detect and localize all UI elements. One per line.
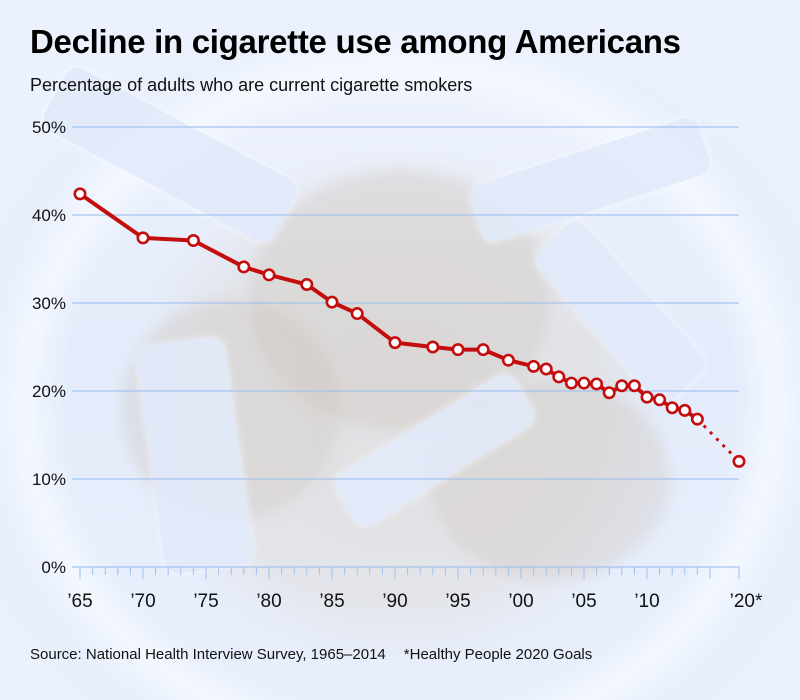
x-tick-label: ’70 <box>130 591 155 612</box>
x-tick-label: ’75 <box>193 591 218 612</box>
data-point-1995 <box>451 343 465 357</box>
x-tick-label: ’80 <box>256 591 281 612</box>
x-tick-label: ’10 <box>634 591 659 612</box>
chart-subtitle: Percentage of adults who are current cig… <box>30 75 473 95</box>
y-tick-label: 20% <box>32 382 66 401</box>
data-point-2010 <box>640 390 654 404</box>
data-point-1980 <box>262 268 276 282</box>
gridlines <box>72 126 739 568</box>
y-tick-label: 50% <box>32 118 66 137</box>
x-axis <box>79 567 740 579</box>
y-tick-label: 30% <box>32 294 66 313</box>
data-point-2013 <box>678 403 692 417</box>
data-point-2012 <box>665 401 679 415</box>
goal-projection-line <box>696 418 741 463</box>
data-point-2014 <box>690 412 704 426</box>
data-point-1974 <box>186 234 200 248</box>
data-point-2003 <box>552 370 566 384</box>
data-point-2007 <box>602 386 616 400</box>
data-point-1985 <box>325 295 339 309</box>
x-tick-label: ’65 <box>67 591 92 612</box>
data-point-2011 <box>653 393 667 407</box>
x-tick-label: ’20* <box>730 591 763 612</box>
y-tick-label: 10% <box>32 470 66 489</box>
chart-title: Decline in cigarette use among Americans <box>30 23 681 60</box>
smoking-rate-line <box>78 192 699 421</box>
x-tick-label: ’90 <box>382 591 407 612</box>
x-tick-label: ’00 <box>508 591 533 612</box>
data-point-2005 <box>577 376 591 390</box>
series-lines <box>78 192 741 463</box>
data-point-1990 <box>388 336 402 350</box>
data-point-1965 <box>73 187 87 201</box>
y-axis-labels: 0% 10% 20% 30% 40% 50% <box>32 118 66 577</box>
data-point-1978 <box>237 260 251 274</box>
goal-point-2020 <box>732 454 746 468</box>
data-point-1987 <box>350 307 364 321</box>
y-tick-label: 0% <box>41 558 66 577</box>
source-note: Source: National Health Interview Survey… <box>30 646 386 663</box>
data-point-1997 <box>476 343 490 357</box>
data-point-2006 <box>590 377 604 391</box>
data-point-1983 <box>300 278 314 292</box>
data-point-1993 <box>426 340 440 354</box>
data-markers <box>73 187 746 468</box>
data-point-2009 <box>627 379 641 393</box>
x-tick-label: ’85 <box>319 591 344 612</box>
data-point-2008 <box>615 379 629 393</box>
data-point-1999 <box>501 353 515 367</box>
goal-footnote: *Healthy People 2020 Goals <box>403 646 593 663</box>
x-tick-label: ’95 <box>445 591 470 612</box>
data-point-2004 <box>564 376 578 390</box>
x-axis-labels: ’65 ’70 ’75 ’80 ’85 ’90 ’95 ’00 ’05 ’10 ’20* <box>67 591 763 612</box>
data-point-2002 <box>539 362 553 376</box>
x-tick-label: ’05 <box>571 591 596 612</box>
data-point-2001 <box>527 359 541 373</box>
y-tick-label: 40% <box>32 206 66 225</box>
data-point-1970 <box>136 231 150 245</box>
footer: Source: National Health Interview Survey… <box>30 646 592 663</box>
